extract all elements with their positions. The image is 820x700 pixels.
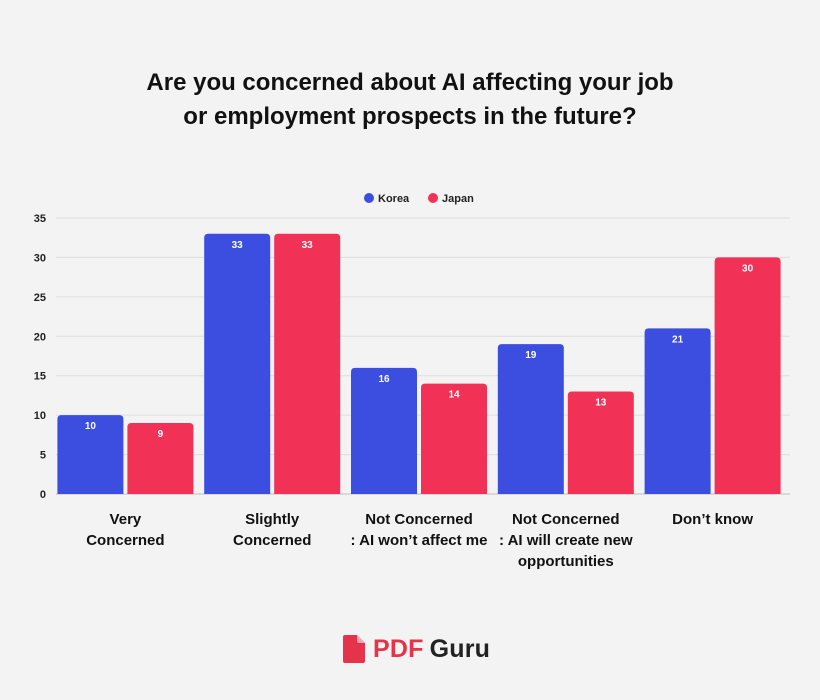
bar-value-label: 14 — [448, 390, 460, 401]
legend-label: Korea — [378, 193, 410, 205]
bar-value-label: 16 — [378, 374, 390, 385]
y-tick-label: 30 — [34, 252, 46, 264]
bar — [351, 367, 417, 494]
bar-value-label: 33 — [302, 240, 314, 251]
chart-title-line-2: or employment prospects in the future? — [183, 103, 637, 130]
logo-text-pdf: PDF — [373, 634, 424, 663]
bar — [127, 423, 194, 494]
x-category-label: : AI won’t affect me — [351, 532, 488, 549]
x-category-label: Concerned — [233, 532, 311, 549]
y-tick-label: 0 — [40, 489, 46, 501]
chart-title-line-1: Are you concerned about AI affecting you… — [146, 69, 674, 96]
bar — [497, 344, 564, 494]
x-category-label: Not Concerned — [365, 511, 473, 528]
bar-value-label: 33 — [232, 240, 244, 251]
bar-value-label: 30 — [742, 263, 754, 274]
bar — [644, 328, 711, 494]
logo-text-guru: Guru — [429, 634, 491, 663]
x-category-label: Very — [110, 511, 142, 528]
y-tick-label: 15 — [34, 371, 46, 383]
x-category-label: Not Concerned — [512, 511, 620, 528]
x-category-label: Slightly — [245, 511, 300, 528]
y-tick-label: 20 — [34, 331, 46, 343]
chart-title: Are you concerned about AI affecting you… — [0, 66, 820, 134]
bar — [421, 383, 487, 494]
logo-text: PDF Guru — [373, 635, 490, 664]
y-tick-label: 10 — [34, 410, 46, 422]
x-category-label: : AI will create new — [499, 532, 633, 549]
x-category-label: Concerned — [86, 532, 164, 549]
bar-value-label: 13 — [595, 397, 607, 408]
pdf-guru-logo: PDF Guru — [343, 632, 490, 666]
x-category-label: Don’t know — [672, 511, 753, 528]
bar — [204, 233, 271, 494]
bar — [567, 391, 634, 494]
y-tick-label: 35 — [34, 213, 46, 225]
y-tick-label: 5 — [40, 450, 46, 462]
bar-chart: 0 5 10 15 20 25 30 35 10 9 Very Concerned 33 33 Slight… — [34, 193, 790, 570]
bar-value-label: 21 — [672, 334, 684, 345]
legend-marker — [428, 193, 438, 203]
bar — [714, 257, 781, 494]
bar-value-label: 19 — [525, 350, 537, 361]
legend-label: Japan — [442, 193, 474, 205]
bar-value-label: 10 — [85, 421, 97, 432]
x-category-label: opportunities — [518, 553, 614, 570]
bar — [274, 233, 341, 494]
legend-marker — [364, 193, 374, 203]
bar-value-label: 9 — [158, 429, 164, 440]
y-tick-label: 25 — [34, 292, 46, 304]
pdf-document-icon — [343, 635, 365, 663]
bar — [57, 415, 124, 494]
